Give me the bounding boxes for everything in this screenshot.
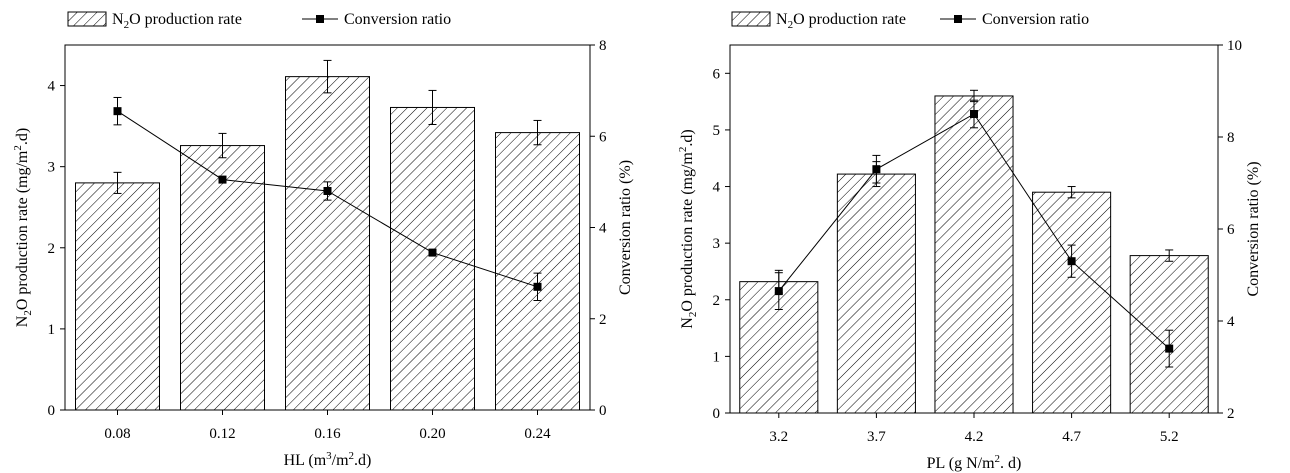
legend-bar-label: N2O production rate (776, 11, 906, 31)
legend-line-label: Conversion ratio (982, 11, 1089, 28)
data-point (218, 175, 227, 184)
bar-error-bar (428, 89, 437, 125)
bar (75, 182, 160, 411)
y-right-tick-label: 2 (599, 312, 607, 328)
x-axis-label: PL (g N/m2. d) (927, 453, 1022, 472)
y-tick-label: 1 (713, 349, 721, 365)
bar (390, 106, 475, 411)
y-tick-label: 2 (48, 241, 56, 257)
legend: N2O production rate Conversion ratio (731, 11, 1089, 31)
data-point (774, 287, 783, 296)
y-right-tick-label: 8 (599, 38, 607, 54)
x-tick-label: 0.16 (314, 426, 341, 442)
y-axis-label: N2O production rate (mg/m2.d) (12, 128, 34, 327)
bar (495, 132, 580, 411)
y-right-tick-label: 6 (1227, 222, 1235, 238)
x-tick-label: 0.12 (209, 426, 235, 442)
legend-bar-swatch (731, 11, 771, 27)
y-tick-label: 3 (48, 160, 56, 176)
data-point (1067, 257, 1076, 266)
bar-error-bar (1067, 186, 1076, 199)
bar-error-bar (1165, 249, 1174, 262)
y-right-tick-label: 6 (599, 129, 607, 145)
y-tick-label: 0 (48, 403, 56, 419)
legend-bar-label: N2O production rate (112, 11, 242, 31)
y-tick-label: 4 (48, 79, 56, 95)
x-tick-label: 3.7 (867, 429, 886, 445)
y-right-tick-label: 4 (1227, 314, 1235, 330)
data-point (323, 187, 332, 195)
x-tick-label: 0.08 (104, 426, 130, 442)
y-tick-label: 6 (713, 66, 721, 82)
data-point (113, 107, 122, 116)
bar (934, 95, 1014, 414)
x-tick-label: 3.2 (769, 429, 788, 445)
y-right-tick-label: 4 (599, 221, 607, 237)
bar-error-bar (218, 132, 227, 159)
y-right-axis-label: Conversion ratio (%) (617, 160, 634, 295)
bar-error-bar (113, 171, 122, 194)
y-tick-label: 5 (713, 123, 721, 139)
bar-error-bar (323, 59, 332, 94)
data-point (533, 282, 542, 291)
data-point (872, 165, 881, 174)
data-point (970, 110, 978, 118)
bar (285, 76, 370, 411)
x-tick-label: 4.7 (1062, 429, 1081, 445)
legend-line-marker (954, 15, 962, 23)
y-tick-label: 1 (48, 322, 56, 338)
bar (836, 173, 916, 414)
bar-error-bar (533, 119, 542, 146)
y-tick-label: 0 (713, 406, 721, 422)
legend-line-label: Conversion ratio (344, 11, 451, 28)
y-tick-label: 4 (713, 180, 721, 196)
legend-bar-swatch (67, 11, 107, 27)
x-tick-label: 4.2 (965, 429, 984, 445)
legend: N2O production rate Conversion ratio (67, 11, 451, 31)
x-axis-label: HL (m3/m2.d) (284, 450, 372, 469)
x-tick-label: 0.24 (524, 426, 551, 442)
legend-line-marker (316, 15, 324, 23)
x-tick-label: 5.2 (1160, 429, 1179, 445)
y-right-axis-label: Conversion ratio (%) (1245, 161, 1262, 296)
y-right-tick-label: 0 (599, 403, 607, 419)
y-right-tick-label: 10 (1227, 38, 1242, 54)
data-point (1165, 344, 1174, 353)
bar (1032, 191, 1112, 414)
y-right-tick-label: 2 (1227, 406, 1235, 422)
y-tick-label: 2 (713, 293, 721, 309)
chart-panel-1: 0.08 0.12 0.16 0.20 0.24 0 1 2 3 4 0 2 4 6 8 HL (m3/m2.… (12, 11, 634, 469)
y-axis-label: N2O production rate (mg/m2.d) (677, 129, 699, 328)
x-tick-label: 0.20 (419, 426, 445, 442)
bar (180, 145, 265, 411)
y-tick-label: 3 (713, 236, 721, 252)
data-point (428, 248, 437, 257)
chart-panel-2: 3.2 3.7 4.2 4.7 5.2 0 1 2 3 4 5 6 2 4 6 8 10 PL (g N/m2. … (677, 11, 1262, 472)
y-right-tick-label: 8 (1227, 130, 1235, 146)
